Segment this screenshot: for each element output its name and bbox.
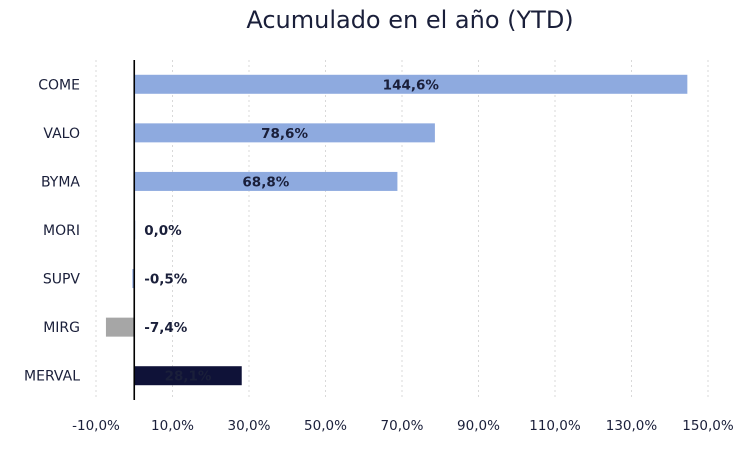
- x-tick-label: 50,0%: [304, 418, 347, 434]
- bar: [134, 123, 435, 143]
- x-tick-label: 10,0%: [151, 418, 194, 434]
- category-label: SUPV: [43, 272, 81, 288]
- chart-title: Acumulado en el año (YTD): [246, 6, 574, 34]
- category-label: BYMA: [41, 174, 80, 190]
- x-tick-label: 110,0%: [529, 418, 581, 434]
- data-label: 78,6%: [261, 126, 308, 142]
- data-label: -0,5%: [144, 272, 188, 288]
- category-label: MERVAL: [24, 369, 80, 385]
- category-label: COME: [38, 77, 80, 93]
- category-label: MIRG: [43, 320, 80, 336]
- x-tick-label: 70,0%: [381, 418, 424, 434]
- x-tick-label: 130,0%: [606, 418, 658, 434]
- bar: [105, 317, 135, 337]
- x-tick-label: 150,0%: [682, 418, 734, 434]
- bar: [134, 366, 242, 386]
- data-label: 144,6%: [383, 77, 440, 93]
- category-label: MORI: [43, 223, 80, 239]
- data-label: 28,1%: [165, 369, 212, 385]
- x-tick-label: -10,0%: [72, 418, 120, 434]
- category-label: VALO: [43, 126, 80, 142]
- x-tick-label: 90,0%: [457, 418, 500, 434]
- bar: [134, 74, 688, 94]
- data-label: 68,8%: [242, 174, 289, 190]
- x-tick-label: 30,0%: [228, 418, 271, 434]
- data-label: -7,4%: [144, 320, 188, 336]
- bar: [132, 269, 135, 289]
- bar: [134, 171, 398, 191]
- data-label: 0,0%: [144, 223, 182, 239]
